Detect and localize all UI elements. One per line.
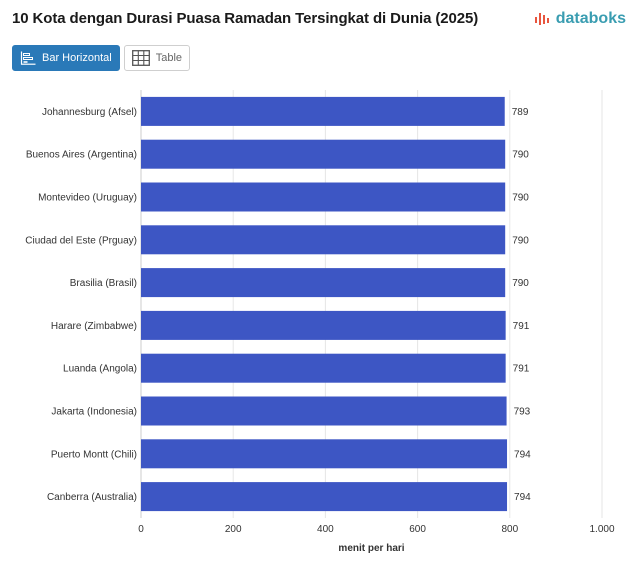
value-label: 793 xyxy=(514,407,531,418)
value-label: 790 xyxy=(512,235,529,246)
bars xyxy=(141,96,508,512)
bar xyxy=(141,396,507,426)
category-label: Puerto Montt (Chili) xyxy=(51,449,137,460)
brand-logo[interactable]: databoks xyxy=(534,10,626,28)
bar xyxy=(141,310,506,340)
x-tick-label: 400 xyxy=(317,524,334,535)
category-label: Jakarta (Indonesia) xyxy=(51,407,137,418)
tab-bar-horizontal-label: Bar Horizontal xyxy=(42,52,112,64)
bar-chart-icon xyxy=(20,51,36,65)
bar xyxy=(141,268,506,298)
bar xyxy=(141,482,508,512)
x-tick-label: 0 xyxy=(138,524,144,535)
bar xyxy=(141,139,506,169)
category-label: Buenos Aires (Argentina) xyxy=(26,150,137,161)
view-toolbar: Bar Horizontal Table xyxy=(12,45,190,71)
value-label: 794 xyxy=(514,449,531,460)
category-label: Luanda (Angola) xyxy=(63,364,137,375)
value-label: 791 xyxy=(513,364,530,375)
bar xyxy=(141,182,506,212)
chart-title: 10 Kota dengan Durasi Puasa Ramadan Ters… xyxy=(12,10,479,27)
value-label: 789 xyxy=(512,107,529,118)
table-icon xyxy=(131,50,150,66)
tab-table[interactable]: Table xyxy=(123,45,190,71)
databoks-logo-icon xyxy=(534,13,549,25)
category-label: Montevideo (Uruguay) xyxy=(38,193,137,204)
x-tick-label: 800 xyxy=(501,524,518,535)
category-label: Brasilia (Brasil) xyxy=(70,278,137,289)
category-label: Ciudad del Este (Prguay) xyxy=(25,235,137,246)
tab-bar-horizontal[interactable]: Bar Horizontal xyxy=(12,45,120,71)
value-label: 790 xyxy=(512,150,529,161)
category-label: Johannesburg (Afsel) xyxy=(42,107,137,118)
value-label: 790 xyxy=(512,278,529,289)
bar xyxy=(141,353,506,383)
labels: 0 200 400 600 800 1.000 Johannesburg (Afsel) 78… xyxy=(25,107,615,554)
category-label: Harare (Zimbabwe) xyxy=(51,321,137,332)
value-label: 794 xyxy=(514,492,531,503)
value-label: 790 xyxy=(512,193,529,204)
bar xyxy=(141,225,506,255)
x-tick-label: 600 xyxy=(409,524,426,535)
value-label: 791 xyxy=(513,321,530,332)
brand-name: databoks xyxy=(555,10,626,27)
x-tick-label: 200 xyxy=(225,524,242,535)
tab-table-label: Table xyxy=(155,52,182,64)
bar xyxy=(141,439,508,469)
x-tick-label: 1.000 xyxy=(589,524,614,535)
x-axis-title: menit per hari xyxy=(338,543,404,554)
category-label: Canberra (Australia) xyxy=(47,492,137,503)
bar xyxy=(141,96,505,126)
